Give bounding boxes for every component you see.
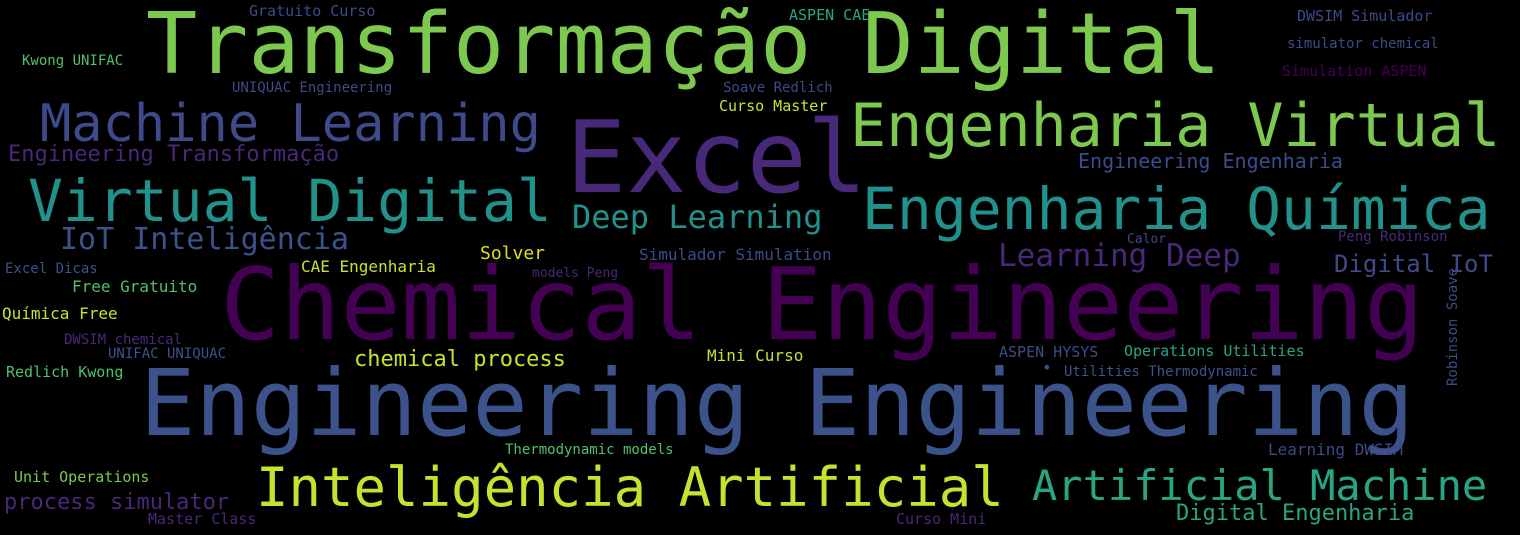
word-deep-learning: Deep Learning	[572, 198, 823, 236]
word-simulator-chemical: simulator chemical	[1287, 36, 1439, 52]
word-dwsim-simulador: DWSIM Simulador	[1297, 7, 1433, 25]
word-learning-dwsim: Learning DWSIM	[1268, 440, 1403, 459]
word-bullet: •	[1042, 358, 1052, 377]
word-gratuito-curso: Gratuito Curso	[249, 2, 376, 20]
word-models-peng: models Peng	[532, 266, 619, 281]
word-free-gratuito: Free Gratuito	[72, 277, 198, 296]
word-thermodynamic-models: Thermodynamic models	[505, 442, 674, 458]
word-inteligencia-artificial: Inteligência Artificial	[256, 456, 1004, 519]
word-transformacao-digital: Transformação Digital	[146, 0, 1221, 94]
word-engenharia-quimica: Engenharia Química	[862, 175, 1491, 243]
word-redlich-kwong: Redlich Kwong	[6, 363, 124, 381]
word-calor: Calor	[1127, 232, 1167, 247]
word-process-simulator: process simulator	[4, 490, 230, 515]
word-operations-utilities: Operations Utilities	[1124, 342, 1305, 360]
word-learning-deep: Learning Deep	[998, 238, 1241, 274]
word-soave-redlich: Soave Redlich	[723, 80, 833, 96]
word-peng-robinson: Peng Robinson	[1338, 229, 1448, 245]
word-aspen-cae: ASPEN CAE	[789, 6, 871, 24]
word-uniquac-engineering: UNIQUAC Engineering	[232, 80, 393, 96]
word-engineering-transformacao: Engineering Transformação	[8, 142, 340, 167]
word-utilities-thermodynamic: Utilities Thermodynamic	[1064, 364, 1258, 380]
word-iot-inteligencia: IoT Inteligência	[60, 222, 349, 257]
word-engenharia-virtual: Engenharia Virtual	[850, 91, 1501, 161]
word-dwsim-chemical: DWSIM chemical	[64, 332, 183, 348]
word-simulador-simulation: Simulador Simulation	[639, 245, 832, 264]
word-digital-iot: Digital IoT	[1334, 250, 1493, 278]
word-kwong-unifac: Kwong UNIFAC	[22, 53, 124, 69]
word-master-class: Master Class	[148, 510, 257, 528]
word-solver: Solver	[480, 243, 546, 264]
word-chemical-engineering: Chemical Engineering	[220, 246, 1425, 363]
word-curso-master: Curso Master	[719, 97, 828, 115]
word-machine-learning: Machine Learning	[40, 94, 541, 154]
word-mini-curso: Mini Curso	[707, 346, 804, 365]
word-excel: Excel	[566, 99, 868, 216]
word-unit-operations: Unit Operations	[14, 468, 150, 486]
word-cae-engenharia: CAE Engenharia	[301, 257, 436, 276]
word-digital-engenharia: Digital Engenharia	[1176, 501, 1415, 526]
word-artificial-machine: Artificial Machine	[1032, 461, 1488, 510]
word-robinson-soave: Robinson Soave	[1445, 267, 1461, 386]
word-unifac-uniquac: UNIFAC UNIQUAC	[108, 346, 227, 362]
word-aspen-hysys: ASPEN HYSYS	[999, 343, 1099, 361]
word-quimica-free: Química Free	[2, 304, 118, 323]
word-excel-dicas: Excel Dicas	[5, 261, 98, 277]
word-engineering-engineering: Engineering Engineering	[140, 350, 1414, 457]
word-chemical-process: chemical process	[354, 347, 566, 372]
word-curso-mini: Curso Mini	[896, 510, 987, 528]
word-engineering-engenharia: Engineering Engenharia	[1078, 149, 1343, 173]
word-simulation-aspen: Simulation ASPEN	[1282, 62, 1427, 80]
word-virtual-digital: Virtual Digital	[28, 167, 552, 235]
